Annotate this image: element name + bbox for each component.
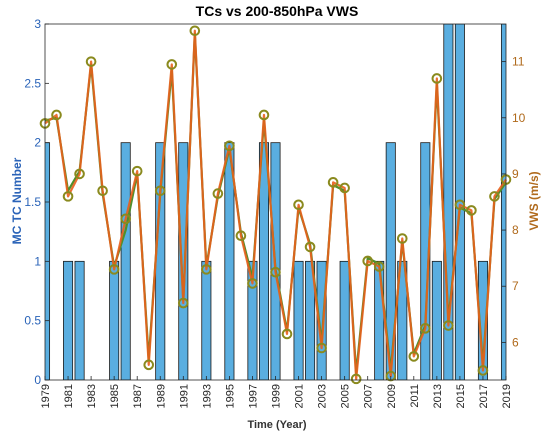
left-tick-label-2: 2 <box>34 136 41 150</box>
bar-2013 <box>431 260 442 380</box>
bar-2001 <box>293 260 304 380</box>
vws-point-2010 <box>396 233 408 244</box>
vws-point-2014 <box>443 320 454 331</box>
x-tick-label-2007: 2007 <box>363 384 375 408</box>
chart-title: TCs vs 200-850hPa VWS <box>196 3 359 19</box>
vws-point-1996 <box>235 230 247 241</box>
left-tick-label-0.5: 0.5 <box>24 314 41 328</box>
bar-1986 <box>120 142 131 380</box>
vws-point-1993 <box>201 264 212 275</box>
bar-2012 <box>420 142 431 380</box>
vws-point-2013 <box>431 73 443 84</box>
left-tick-label-1.5: 1.5 <box>24 195 41 209</box>
right-tick-label-10: 10 <box>512 111 526 125</box>
right-tick-label-8: 8 <box>512 223 519 237</box>
vws-point-1992 <box>189 25 201 37</box>
vws-point-2012 <box>420 323 431 334</box>
bar-2008 <box>374 260 385 380</box>
x-tick-label-2005: 2005 <box>340 384 352 408</box>
bar-2015 <box>454 24 465 380</box>
bar-1995 <box>224 142 235 380</box>
bar-2005 <box>339 260 350 380</box>
bar-1993 <box>201 260 212 380</box>
vws-point-1989 <box>154 185 166 197</box>
bar-2019 <box>500 24 506 380</box>
x-axis-label: Time (Year) <box>247 419 306 431</box>
plot-area: 1979 1981 1983 1985 1987 1989 1991 1993 1995 1997… <box>24 17 525 408</box>
vws-point-2004 <box>327 177 339 188</box>
vws-point-1998 <box>258 109 270 121</box>
vws-point-1990 <box>166 59 178 70</box>
vws-point-1988 <box>143 359 155 371</box>
vws-point-2002 <box>304 241 316 253</box>
vws-point-2011 <box>408 351 420 362</box>
vws-point-1994 <box>212 188 224 199</box>
bar-1981 <box>63 260 74 380</box>
x-tick-label-1983: 1983 <box>86 384 98 408</box>
x-tick-label-1995: 1995 <box>224 384 236 408</box>
vws-point-2001 <box>293 199 304 211</box>
x-tick-label-1993: 1993 <box>201 384 213 408</box>
x-tick-label-1985: 1985 <box>109 384 121 408</box>
x-tick-label-2013: 2013 <box>432 384 444 408</box>
bar-series <box>45 24 506 380</box>
x-tick-label-2003: 2003 <box>317 384 329 408</box>
x-tick-label-1979: 1979 <box>40 384 52 408</box>
x-tick-label-1997: 1997 <box>247 384 259 408</box>
left-tick-label-3: 3 <box>34 17 41 31</box>
vws-point-2016 <box>466 205 477 216</box>
bar-2009 <box>385 142 396 380</box>
x-tick-label-1991: 1991 <box>178 384 190 408</box>
vws-point-2005 <box>339 182 350 194</box>
right-tick-label-7: 7 <box>512 279 519 293</box>
vws-point-2000 <box>281 328 293 340</box>
vws-point-1980 <box>51 109 62 121</box>
vws-point-2007 <box>362 255 374 267</box>
bar-1982 <box>74 260 85 380</box>
bar-1998 <box>258 142 269 380</box>
vws-point-2015 <box>454 199 466 211</box>
x-tick-label-1987: 1987 <box>132 384 144 408</box>
x-tick-label-2015: 2015 <box>455 384 467 408</box>
vws-point-1981 <box>62 191 74 202</box>
vws-point-1997 <box>247 278 258 289</box>
bar-1991 <box>178 142 189 380</box>
x-tick-label-2019: 2019 <box>501 384 513 408</box>
vws-point-2017 <box>477 365 489 376</box>
x-tick-label-2017: 2017 <box>478 384 490 408</box>
x-tick-label-1989: 1989 <box>155 384 167 408</box>
left-axis-label: MC TC Number <box>10 157 24 244</box>
vws-point-1982 <box>74 168 85 180</box>
vws-point-2003 <box>316 342 327 354</box>
vws-point-2006 <box>350 373 362 385</box>
vws-point-2018 <box>489 191 500 202</box>
left-tick-label-0: 0 <box>34 373 41 387</box>
bar-2014 <box>443 24 454 380</box>
left-tick-label-1: 1 <box>34 254 41 268</box>
vws-point-1991 <box>178 297 189 309</box>
vws-point-2008 <box>373 261 385 272</box>
x-tick-label-1981: 1981 <box>63 384 75 408</box>
vws-point-1983 <box>85 56 97 67</box>
bar-1989 <box>155 142 166 380</box>
x-tick-label-1999: 1999 <box>271 384 283 408</box>
vws-point-1995 <box>224 140 235 152</box>
vws-point-1999 <box>270 266 281 278</box>
right-axis-label: VWS (m/s) <box>527 171 541 230</box>
left-tick-label-2.5: 2.5 <box>24 76 41 90</box>
line-series-vws <box>44 29 507 380</box>
right-tick-label-6: 6 <box>512 335 519 349</box>
x-tick-label-2009: 2009 <box>386 384 398 408</box>
vws-point-1987 <box>131 165 143 177</box>
x-tick-label-2011: 2011 <box>409 384 421 408</box>
vws-point-1985 <box>108 264 120 275</box>
x-tick-label-2001: 2001 <box>294 384 306 408</box>
right-tick-label-9: 9 <box>512 167 519 181</box>
vws-point-1984 <box>97 185 108 197</box>
bar-1985 <box>109 260 120 380</box>
vws-point-1986 <box>120 213 131 225</box>
right-tick-label-11: 11 <box>512 55 525 69</box>
